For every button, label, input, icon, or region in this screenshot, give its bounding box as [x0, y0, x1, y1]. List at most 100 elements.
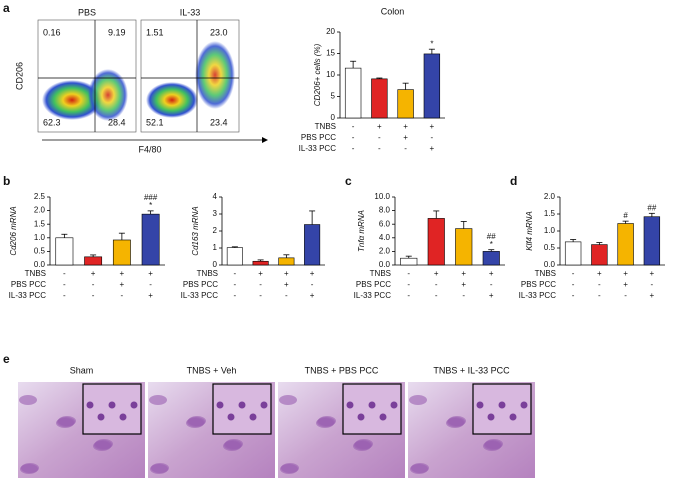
condition-sign: - — [149, 280, 152, 289]
flow-title: PBS — [78, 7, 96, 17]
condition-name: TNBS — [370, 269, 391, 278]
significance-label: ## — [647, 203, 656, 212]
condition-sign: - — [598, 291, 601, 300]
condition-name: PBS PCC — [301, 133, 336, 142]
y-tick-label: 0 — [331, 113, 336, 122]
y-tick-label: 4.0 — [379, 233, 391, 242]
chart-title: Colon — [381, 6, 405, 16]
condition-sign: - — [92, 291, 95, 300]
condition-name: PBS PCC — [183, 280, 218, 289]
crypt — [279, 395, 297, 405]
crypt — [95, 439, 113, 449]
condition-sign: + — [461, 280, 466, 289]
condition-sign: - — [63, 269, 66, 278]
significance-label: ## — [487, 232, 496, 241]
y-tick-label: 1.0 — [34, 233, 46, 242]
bar — [397, 89, 414, 119]
goblet-cell — [108, 401, 116, 409]
condition-name: IL-33 PCC — [354, 291, 392, 300]
bar — [55, 237, 74, 266]
condition-sign: - — [311, 280, 314, 289]
condition-name: IL-33 PCC — [299, 144, 337, 153]
y-axis-label: Cd206 mRNA — [9, 206, 18, 255]
condition-name: TNBS — [535, 269, 556, 278]
condition-sign: + — [650, 291, 655, 300]
crypt — [21, 463, 39, 473]
y-tick-label: 3 — [213, 209, 218, 218]
condition-sign: - — [490, 280, 493, 289]
y-tick-label: 2.0 — [379, 247, 391, 256]
bar — [252, 260, 269, 266]
goblet-cell — [520, 401, 528, 409]
condition-sign: + — [623, 280, 628, 289]
condition-sign: + — [148, 291, 153, 300]
flow-plots: CD206 F4/80 PBS 0.16 9.19 62.3 28.4 IL-3… — [14, 7, 268, 154]
condition-sign: - — [121, 291, 124, 300]
bar — [278, 257, 295, 266]
y-tick-label: 6.0 — [379, 219, 391, 228]
y-axis-label: CD206+ cells (%) — [313, 43, 322, 106]
flow-y-label: CD206 — [14, 62, 24, 90]
significance-label: ### — [144, 193, 158, 202]
goblet-cell — [119, 413, 127, 421]
condition-sign: - — [435, 280, 438, 289]
crypt — [409, 395, 427, 405]
inset — [82, 383, 142, 435]
condition-name: TNBS — [25, 269, 46, 278]
quadrant-value: 9.19 — [108, 27, 126, 37]
crypt — [448, 416, 466, 426]
quadrant-value: 23.0 — [210, 27, 228, 37]
flow-arrow-head — [262, 137, 268, 143]
significance-label: * — [149, 201, 152, 210]
condition-name: TNBS — [197, 269, 218, 278]
condition-sign: + — [310, 269, 315, 278]
condition-sign: - — [572, 280, 575, 289]
significance-label: # — [623, 211, 628, 220]
significance-label: * — [490, 240, 493, 249]
condition-sign: - — [431, 133, 434, 142]
bar — [482, 251, 500, 266]
condition-sign: - — [234, 291, 237, 300]
flow-plot: PBS 0.16 9.19 62.3 28.4 — [37, 7, 137, 133]
y-tick-label: 1.0 — [544, 226, 556, 235]
histology-label: TNBS + PBS PCC — [305, 365, 379, 375]
condition-sign: - — [234, 280, 237, 289]
condition-sign: - — [259, 280, 262, 289]
y-tick-label: 20 — [326, 27, 335, 36]
bar — [371, 78, 388, 119]
crypt — [281, 463, 299, 473]
goblet-cell — [368, 401, 376, 409]
condition-sign: + — [461, 269, 466, 278]
condition-sign: - — [407, 280, 410, 289]
y-tick-label: 1.5 — [544, 209, 556, 218]
y-tick-label: 5 — [331, 92, 336, 101]
histology-label: Sham — [70, 365, 94, 375]
condition-sign: - — [352, 144, 355, 153]
inset — [212, 383, 272, 435]
panel-letter: d — [510, 174, 517, 188]
goblet-cell — [260, 401, 268, 409]
bar — [427, 218, 445, 266]
y-tick-label: 0.0 — [34, 260, 46, 269]
histology: Sham TNBS + Veh TNBS + PBS PCC TNBS + IL-33… — [18, 365, 535, 478]
condition-sign: - — [352, 122, 355, 131]
density-blob — [42, 80, 102, 120]
panel-letters: a b c d e — [3, 1, 517, 366]
condition-sign: - — [598, 280, 601, 289]
histology-label: TNBS + Veh — [187, 365, 237, 375]
condition-name: IL-33 PCC — [181, 291, 219, 300]
condition-sign: + — [120, 280, 125, 289]
condition-sign: - — [572, 269, 575, 278]
y-tick-label: 0.5 — [544, 243, 556, 252]
significance-label: * — [430, 39, 433, 48]
y-tick-label: 2.0 — [34, 206, 46, 215]
bar — [226, 247, 243, 266]
y-tick-label: 0.0 — [544, 260, 556, 269]
condition-sign: - — [234, 269, 237, 278]
inset — [342, 383, 402, 435]
condition-name: PBS PCC — [356, 280, 391, 289]
y-tick-label: 15 — [326, 49, 335, 58]
crypt — [19, 395, 37, 405]
crypt — [225, 439, 243, 449]
y-tick-label: 0.0 — [379, 260, 391, 269]
